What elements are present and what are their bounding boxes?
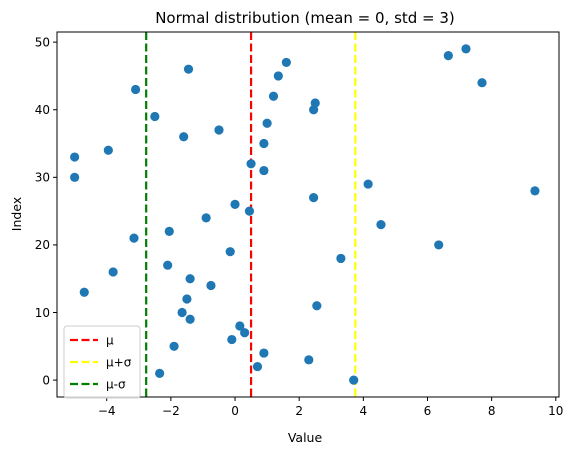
data-point bbox=[164, 226, 174, 236]
legend-box bbox=[63, 325, 141, 399]
data-point bbox=[268, 91, 279, 101]
data-point bbox=[225, 247, 235, 257]
x-tick-label: 10 bbox=[548, 404, 563, 418]
axes-frame bbox=[56, 31, 560, 398]
x-tick-label: 4 bbox=[360, 404, 368, 418]
data-point bbox=[461, 44, 471, 54]
data-point bbox=[363, 179, 373, 189]
data-point bbox=[252, 361, 263, 372]
data-point bbox=[201, 213, 211, 223]
x-axis-label: Value bbox=[288, 430, 323, 445]
x-tick-label: 0 bbox=[231, 404, 239, 418]
y-tick-label: 10 bbox=[35, 306, 50, 320]
chart-title: Normal distribution (mean = 0, std = 3) bbox=[155, 9, 455, 27]
data-point bbox=[309, 193, 319, 203]
data-point bbox=[304, 355, 314, 365]
data-point bbox=[183, 64, 194, 74]
data-point bbox=[244, 206, 255, 216]
data-point bbox=[163, 260, 173, 270]
data-point bbox=[185, 274, 195, 284]
y-tick-label: 50 bbox=[35, 35, 50, 49]
data-point bbox=[434, 240, 444, 250]
data-point bbox=[103, 145, 113, 155]
data-point bbox=[312, 301, 322, 311]
data-point bbox=[70, 172, 80, 182]
data-point bbox=[185, 314, 195, 324]
data-point bbox=[129, 233, 139, 243]
data-point bbox=[259, 165, 269, 176]
data-point bbox=[150, 111, 160, 122]
y-tick-label: 30 bbox=[35, 171, 50, 185]
data-point bbox=[259, 138, 269, 149]
data-point bbox=[310, 98, 320, 108]
data-point bbox=[155, 368, 165, 378]
data-point bbox=[79, 287, 89, 297]
data-point bbox=[70, 152, 80, 162]
plot-area bbox=[56, 31, 560, 398]
legend-label: μ bbox=[106, 333, 114, 347]
data-point bbox=[443, 51, 453, 61]
legend-label: μ+σ bbox=[106, 355, 132, 369]
x-tick-label: −4 bbox=[98, 404, 116, 418]
data-point bbox=[477, 78, 487, 88]
data-point bbox=[182, 294, 192, 304]
x-tick-label: 8 bbox=[488, 404, 496, 418]
legend-label: μ-σ bbox=[106, 377, 126, 391]
x-tick-label: 6 bbox=[424, 404, 432, 418]
data-point bbox=[376, 220, 386, 230]
x-tick-label: −2 bbox=[162, 404, 180, 418]
data-point bbox=[273, 71, 283, 81]
data-point bbox=[230, 199, 240, 209]
data-point bbox=[259, 348, 269, 358]
data-point bbox=[246, 159, 256, 169]
x-tick-label: 2 bbox=[295, 404, 303, 418]
y-axis-label: Index bbox=[9, 197, 24, 231]
data-point bbox=[108, 267, 118, 277]
data-point bbox=[530, 186, 540, 196]
data-point bbox=[262, 118, 272, 128]
data-point bbox=[214, 125, 224, 135]
y-tick-label: 40 bbox=[35, 103, 50, 117]
data-point bbox=[227, 334, 237, 345]
data-point bbox=[177, 307, 187, 318]
data-point bbox=[206, 280, 216, 291]
data-point bbox=[235, 321, 245, 331]
data-point bbox=[281, 57, 291, 68]
reference-lines bbox=[145, 32, 357, 397]
data-point bbox=[179, 132, 189, 142]
data-points bbox=[70, 44, 540, 385]
y-axis-ticks: 0 10 20 30 40 50 bbox=[35, 35, 57, 387]
data-point bbox=[169, 341, 179, 351]
x-axis-ticks: −4 −2 0 2 4 6 8 10 bbox=[98, 397, 563, 418]
legend: μ μ+σ μ-σ bbox=[63, 325, 141, 399]
data-point bbox=[240, 328, 250, 338]
data-point bbox=[336, 253, 346, 264]
data-point bbox=[130, 84, 141, 95]
y-tick-label: 20 bbox=[35, 238, 50, 252]
data-point bbox=[349, 375, 359, 385]
y-tick-label: 0 bbox=[42, 373, 50, 387]
